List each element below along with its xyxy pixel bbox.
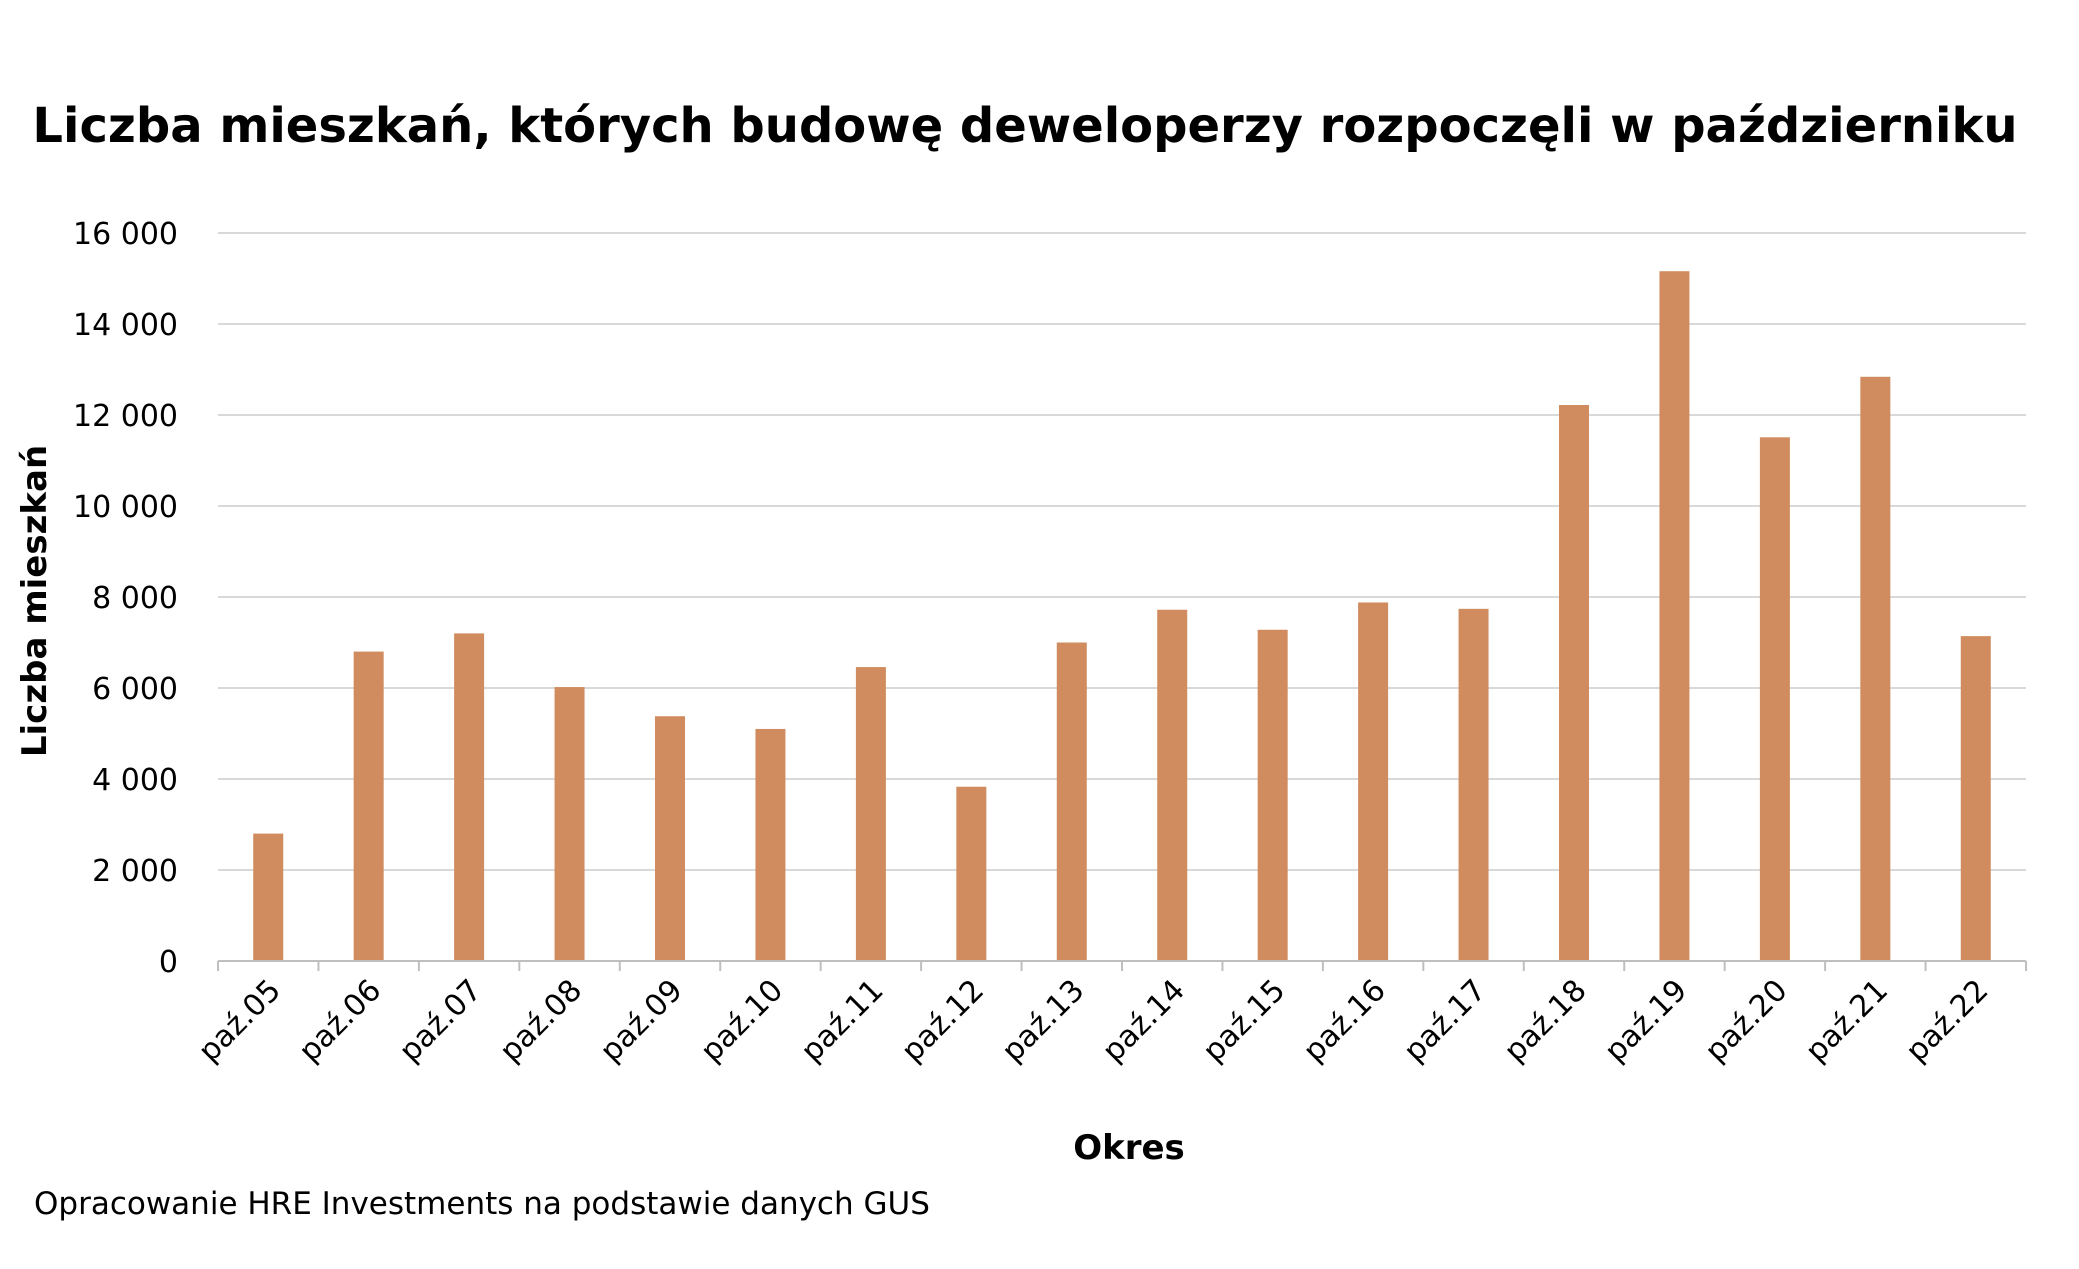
bar-pa22 (1960, 636, 1991, 961)
bar-pa17 (1458, 608, 1489, 961)
bar-pa12 (956, 786, 987, 961)
bar-pa10 (755, 728, 786, 961)
bars (253, 271, 1991, 962)
y-tick-label: 12 000 (73, 399, 178, 434)
y-tick-label: 6 000 (92, 672, 178, 707)
x-tick-label: paź.15 (1196, 973, 1292, 1069)
x-tick-label: paź.13 (995, 973, 1091, 1069)
bar-pa09 (655, 716, 685, 961)
x-tick-label: paź.20 (1698, 973, 1794, 1069)
y-tick-label: 8 000 (92, 581, 178, 616)
x-tick-label: paź.16 (1297, 973, 1393, 1069)
x-tick-label: paź.10 (694, 973, 790, 1069)
chart-title: Liczba mieszkań, których budowę dewelope… (32, 98, 2017, 154)
bar-pa06 (353, 651, 384, 961)
x-axis-title: Okres (1073, 1128, 1185, 1168)
bar-pa07 (454, 633, 485, 961)
y-tick-label: 16 000 (73, 217, 178, 252)
source-note: Opracowanie HRE Investments na podstawie… (34, 1186, 930, 1222)
y-axis-title: Liczba mieszkań (15, 445, 55, 757)
x-tick-label: paź.11 (794, 973, 890, 1069)
bar-pa13 (1056, 642, 1087, 961)
bar-pa11 (855, 667, 886, 961)
gridlines (218, 232, 2026, 871)
bar-pa08 (554, 687, 585, 961)
bar-pa16 (1358, 602, 1389, 961)
x-tick-label: paź.12 (895, 973, 991, 1069)
x-tick-label: paź.17 (1397, 973, 1493, 1069)
x-tick-label: paź.09 (594, 973, 690, 1069)
y-tick-label: 14 000 (73, 308, 178, 343)
bar-pa14 (1157, 609, 1188, 961)
x-tick-label: paź.18 (1498, 973, 1594, 1069)
x-tick-label: paź.05 (192, 973, 288, 1069)
x-tick-label: paź.14 (1096, 973, 1192, 1069)
bar-pa15 (1257, 629, 1288, 961)
y-tick-label: 10 000 (73, 490, 178, 525)
x-tick-label: paź.22 (1899, 973, 1995, 1069)
y-tick-label: 2 000 (92, 854, 178, 889)
bar-pa20 (1759, 437, 1790, 961)
y-tick-label: 0 (159, 945, 178, 980)
x-tick-label: paź.08 (493, 973, 589, 1069)
y-tick-label: 4 000 (92, 763, 178, 798)
x-tick-label: paź.21 (1799, 973, 1895, 1069)
x-tick-label: paź.19 (1598, 973, 1694, 1069)
bar-pa19 (1659, 271, 1690, 962)
x-tick-label: paź.06 (292, 973, 388, 1069)
bar-pa05 (253, 833, 284, 961)
x-tick-label: paź.07 (393, 973, 489, 1069)
bar-pa21 (1860, 376, 1891, 961)
bar-pa18 (1559, 404, 1589, 961)
